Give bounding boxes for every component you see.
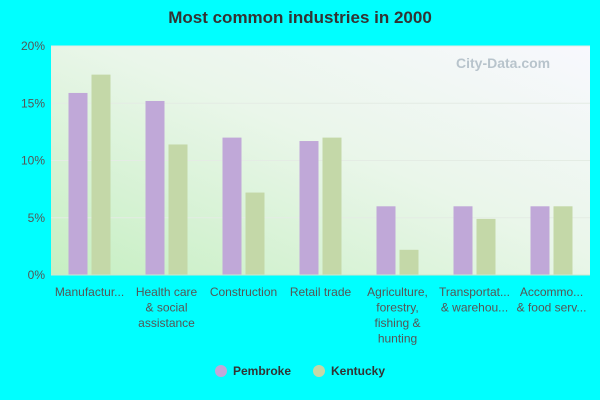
y-tick-label: 10% (21, 154, 45, 168)
bar-kentucky (91, 74, 111, 275)
y-tick-label: 20% (21, 39, 45, 53)
x-tick-label: Accommo... & food serv... (517, 285, 587, 315)
x-tick-label: Agriculture, forestry, fishing & hunting (367, 285, 428, 346)
bar-pembroke (530, 206, 550, 275)
bar-pembroke (299, 141, 319, 275)
bar-pembroke (453, 206, 473, 275)
legend-item: Pembroke (214, 364, 291, 378)
x-tick-label: Transportat... & warehou... (439, 285, 510, 315)
y-tick-label: 5% (28, 211, 46, 225)
legend-swatch (313, 365, 325, 377)
y-tick-label: 15% (21, 96, 45, 110)
bar-pembroke (145, 100, 165, 276)
x-tick-label: Construction (210, 285, 277, 299)
chart-title: Most common industries in 2000 (168, 8, 432, 27)
y-tick-label: 0% (28, 268, 46, 282)
legend-label: Pembroke (232, 364, 291, 378)
bar-kentucky (553, 206, 573, 275)
bar-pembroke (376, 206, 396, 275)
bar-kentucky (322, 137, 342, 275)
bar-kentucky (399, 249, 419, 275)
legend-label: Kentucky (331, 364, 386, 378)
legend-item: Kentucky (313, 364, 385, 378)
bar-pembroke (68, 92, 88, 275)
x-tick-label: Manufactur... (55, 285, 124, 299)
bar-kentucky (476, 218, 496, 275)
legend: Pembroke Kentucky (0, 364, 600, 378)
x-tick-label: Health care & social assistance (136, 285, 198, 330)
bar-kentucky (245, 192, 265, 275)
watermark: City-Data.com (456, 55, 550, 71)
bar-pembroke (222, 137, 242, 275)
x-tick-label: Retail trade (290, 285, 352, 299)
legend-swatch (214, 365, 227, 377)
bar-kentucky (168, 144, 188, 275)
